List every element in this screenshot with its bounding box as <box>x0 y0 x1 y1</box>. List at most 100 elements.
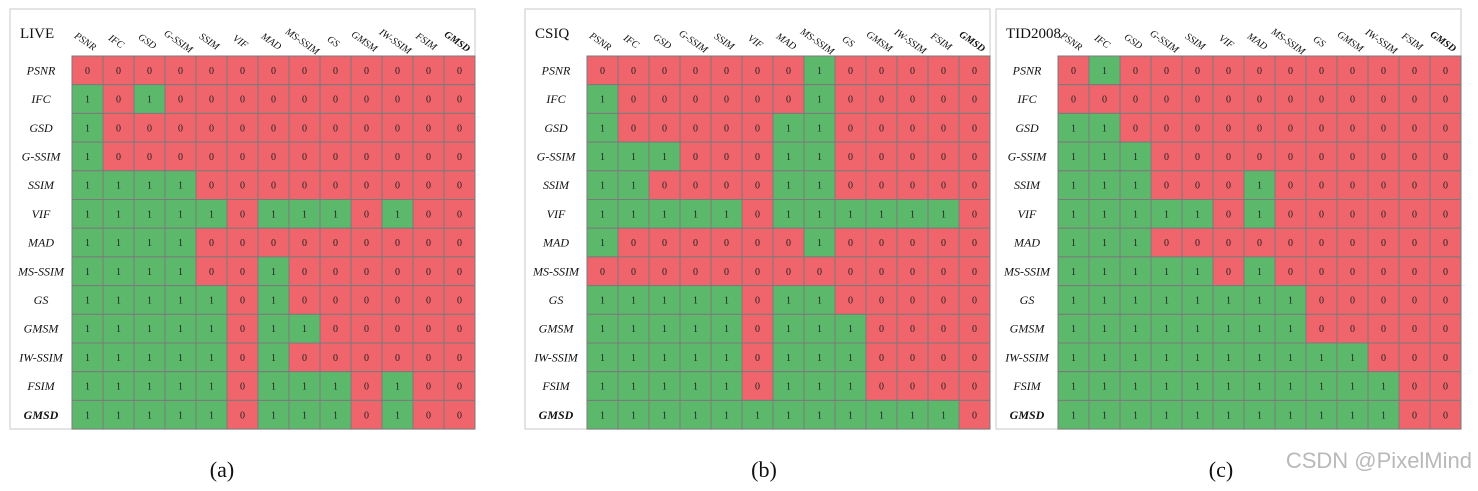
heatmap-cell <box>133 342 166 373</box>
cell-value: 0 <box>426 410 431 421</box>
heatmap-cell <box>1088 84 1121 114</box>
row-label: GMSM <box>539 322 575 336</box>
heatmap-cell <box>133 199 166 229</box>
heatmap-cell <box>1274 112 1307 143</box>
heatmap-cell <box>195 112 228 143</box>
cell-value: 1 <box>1257 324 1262 335</box>
cell-value: 0 <box>1350 66 1355 77</box>
cell-value: 1 <box>1102 238 1107 249</box>
cell-value: 0 <box>240 209 245 220</box>
heatmap-cell <box>257 55 290 86</box>
cell-value: 1 <box>693 410 698 421</box>
cell-value: 0 <box>1164 95 1169 106</box>
cell-value: 0 <box>1443 353 1448 364</box>
heatmap-cell <box>1119 285 1152 315</box>
cell-value: 0 <box>848 267 853 278</box>
cell-value: 1 <box>600 382 605 393</box>
cell-value: 1 <box>1102 267 1107 278</box>
cell-value: 0 <box>972 152 977 163</box>
cell-value: 1 <box>271 382 276 393</box>
cell-value: 1 <box>1133 209 1138 220</box>
cell-value: 0 <box>1412 353 1417 364</box>
row-label: GS <box>1020 293 1035 307</box>
heatmap-cell <box>1181 342 1214 373</box>
cell-value: 1 <box>178 267 183 278</box>
cell-value: 0 <box>910 353 915 364</box>
cell-value: 1 <box>724 295 729 306</box>
cell-value: 1 <box>693 209 698 220</box>
cell-value: 1 <box>85 267 90 278</box>
cell-value: 0 <box>240 123 245 134</box>
cell-value: 0 <box>662 181 667 192</box>
cell-value: 0 <box>941 353 946 364</box>
cell-value: 0 <box>364 353 369 364</box>
cell-value: 0 <box>755 324 760 335</box>
cell-value: 0 <box>333 152 338 163</box>
cell-value: 1 <box>662 324 667 335</box>
cell-value: 1 <box>848 410 853 421</box>
heatmap-cell <box>865 170 898 201</box>
cell-value: 1 <box>1288 324 1293 335</box>
cell-value: 0 <box>1195 95 1200 106</box>
cell-value: 1 <box>600 324 605 335</box>
cell-value: 0 <box>426 382 431 393</box>
heatmap-cell <box>1119 399 1152 430</box>
cell-value: 1 <box>693 324 698 335</box>
heatmap-cell <box>1243 313 1276 344</box>
heatmap-cell <box>803 227 836 258</box>
cell-value: 0 <box>457 295 462 306</box>
column-label: G-SSIM <box>162 28 195 56</box>
cell-value: 1 <box>1133 152 1138 163</box>
cell-value: 0 <box>395 181 400 192</box>
heatmap-cell <box>1429 227 1462 258</box>
cell-value: 0 <box>395 95 400 106</box>
cell-value: 0 <box>1412 382 1417 393</box>
cell-value: 0 <box>786 95 791 106</box>
cell-value: 0 <box>631 66 636 77</box>
heatmap-cell <box>226 170 259 201</box>
heatmap-cell <box>679 227 712 258</box>
cell-value: 1 <box>1102 209 1107 220</box>
cell-value: 0 <box>879 66 884 77</box>
cell-value: 0 <box>662 66 667 77</box>
heatmap-cell <box>648 227 681 258</box>
heatmap-panel-1: LIVE PSNR IFC GSD G-SSIM SSIM VIF MAD MS-SSIM GS G… <box>9 8 476 482</box>
column-label: IFC <box>620 32 641 51</box>
cell-value: 0 <box>178 123 183 134</box>
column-label: GS <box>325 34 341 50</box>
cell-value: 0 <box>1381 267 1386 278</box>
cell-value: 1 <box>116 181 121 192</box>
heatmap-cell <box>1429 170 1462 201</box>
cell-value: 0 <box>879 324 884 335</box>
cell-value: 0 <box>941 324 946 335</box>
column-label: GMSM <box>1335 29 1366 55</box>
heatmap-cell <box>958 112 991 143</box>
cell-value: 1 <box>1226 410 1231 421</box>
cell-value: 0 <box>1288 66 1293 77</box>
heatmap-cell <box>1429 141 1462 172</box>
heatmap-cell <box>1212 371 1245 401</box>
heatmap-cell <box>1212 199 1245 229</box>
heatmap-cell <box>958 285 991 315</box>
cell-value: 0 <box>240 410 245 421</box>
heatmap-cell <box>896 342 929 373</box>
heatmap-cell <box>226 313 259 344</box>
cell-value: 0 <box>848 95 853 106</box>
cell-value: 0 <box>240 267 245 278</box>
cell-value: 1 <box>1164 267 1169 278</box>
cell-value: 1 <box>1164 295 1169 306</box>
heatmap-cell <box>710 170 743 201</box>
heatmap-cell <box>1274 399 1307 430</box>
cell-value: 0 <box>426 152 431 163</box>
cell-value: 1 <box>1071 238 1076 249</box>
cell-value: 0 <box>1412 410 1417 421</box>
cell-value: 0 <box>631 267 636 278</box>
cell-value: 1 <box>1319 353 1324 364</box>
cell-value: 1 <box>116 382 121 393</box>
heatmap-cell <box>257 399 290 430</box>
heatmap-cell <box>1367 55 1400 86</box>
cell-value: 1 <box>662 410 667 421</box>
heatmap-cell <box>443 170 476 201</box>
heatmap-cell <box>319 399 352 430</box>
heatmap-cell <box>319 227 352 258</box>
